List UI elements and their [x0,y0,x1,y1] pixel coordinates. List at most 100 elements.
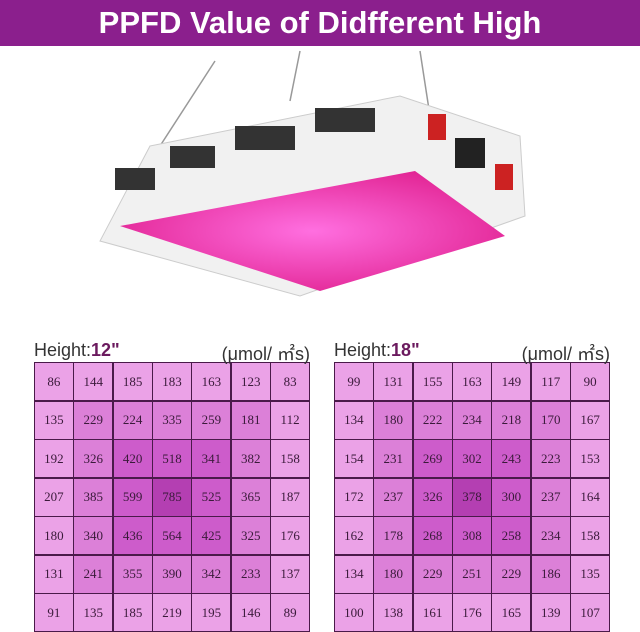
heatmap-cell: 146 [231,594,270,631]
title-banner: PPFD Value of Didfferent High [0,0,640,46]
heatmap-cell: 117 [531,363,570,400]
heatmap-cell: 164 [571,478,609,516]
heatmap-cell: 100 [335,594,373,631]
heatmap-cell: 176 [453,594,491,631]
heatmap-cell: 162 [335,517,373,554]
heatmap-cell: 180 [374,555,413,593]
heatmap-cell: 134 [335,555,373,593]
heatmap-cell: 89 [271,594,309,631]
heatmap-cell: 525 [192,478,231,516]
heatmap-cell: 187 [271,478,309,516]
heatmap-cell: 233 [231,555,270,593]
heatmap-cell: 342 [192,555,231,593]
heatmap-cell: 237 [531,478,570,516]
heatmap-cell: 138 [374,594,413,631]
heatmap-cell: 341 [192,440,231,477]
heatmap-grid: 99 131 155 163 149 117 90 134 180 222 234 218 170 167… [334,362,610,632]
heatmap-cell: 229 [492,555,531,593]
height-value: 18" [391,340,420,360]
heatmap-cell: 785 [153,478,191,516]
heatmap-cell: 234 [453,401,491,439]
heatmap-cell: 135 [35,401,73,439]
heatmap-cell: 180 [35,517,73,554]
heatmap-cell: 137 [271,555,309,593]
heatmap-cell: 223 [531,440,570,477]
heatmap-cell: 155 [413,363,452,400]
heatmap-cell: 135 [571,555,609,593]
heatmap-cell: 234 [531,517,570,554]
heatmap-cell: 237 [374,478,413,516]
heatmap-cell: 91 [35,594,73,631]
heatmap-cell: 599 [113,478,152,516]
heatmap-cell: 161 [413,594,452,631]
heatmap-cell: 135 [74,594,113,631]
heatmap-cell: 229 [74,401,113,439]
height-label: Height: [34,340,92,360]
heatmap-cell: 167 [571,401,609,439]
heatmap-cell: 219 [153,594,191,631]
heatmap-cell: 518 [153,440,191,477]
grow-light-image [99,50,526,297]
heatmap-cell: 176 [271,517,309,554]
unit-label: (μmol/ ㎡s) [521,344,610,364]
heatmap-cell: 163 [453,363,491,400]
heatmap-cell: 258 [492,517,531,554]
heatmap-cell: 192 [35,440,73,477]
heatmap-cell: 154 [335,440,373,477]
heatmap-cell: 269 [413,440,452,477]
heatmap-cell: 131 [35,555,73,593]
heatmap-cell: 185 [113,594,152,631]
heatmap-cell: 229 [413,555,452,593]
heatmap-cell: 144 [74,363,113,400]
height-label: Height: [334,340,392,360]
heatmap-cell: 436 [113,517,152,554]
heatmap-cell: 222 [413,401,452,439]
heatmap-cell: 123 [231,363,270,400]
heatmap-cell: 131 [374,363,413,400]
heatmap-grid: 86 144 185 183 163 123 83 135 229 224 335 259 181 112… [34,362,310,632]
heatmap-cell: 355 [113,555,152,593]
heatmap-cell: 181 [231,401,270,439]
heatmap-cell: 224 [113,401,152,439]
heatmap-cell: 390 [153,555,191,593]
heatmap-cell: 186 [531,555,570,593]
heatmap-cell: 425 [192,517,231,554]
unit-label: (μmol/ ㎡s) [221,344,310,364]
heatmap-cell: 308 [453,517,491,554]
heatmap-cell: 326 [74,440,113,477]
heatmap-cell: 335 [153,401,191,439]
heatmap-cell: 365 [231,478,270,516]
heatmap-cell: 139 [531,594,570,631]
heatmap-cell: 149 [492,363,531,400]
heatmap-cell: 325 [231,517,270,554]
heatmap-cell: 243 [492,440,531,477]
heatmap-cell: 83 [271,363,309,400]
heatmap-cell: 86 [35,363,73,400]
heatmap-cell: 112 [271,401,309,439]
heatmap-cell: 107 [571,594,609,631]
heatmap-cell: 564 [153,517,191,554]
heatmap-cell: 153 [571,440,609,477]
heatmap-cell: 251 [453,555,491,593]
heatmap-cell: 134 [335,401,373,439]
ppfd-table-18in: Height:18" (μmol/ ㎡s) 99 131 155 163 149 117 9… [334,338,610,632]
ppfd-table-12in: Height:12" (μmol/ ㎡s) 86 144 185 183 163 123 8… [34,338,310,632]
heatmap-cell: 185 [113,363,152,400]
heatmap-cell: 300 [492,478,531,516]
heatmap-cell: 218 [492,401,531,439]
heatmap-cell: 165 [492,594,531,631]
heatmap-cell: 382 [231,440,270,477]
title: PPFD Value of Didfferent High [98,5,542,40]
heatmap-cell: 195 [192,594,231,631]
heatmap-cell: 90 [571,363,609,400]
heatmap-cell: 178 [374,517,413,554]
heatmap-cell: 385 [74,478,113,516]
heatmap-cell: 378 [453,478,491,516]
heatmap-cell: 158 [571,517,609,554]
heatmap-cell: 172 [335,478,373,516]
heatmap-cell: 158 [271,440,309,477]
heatmap-cell: 259 [192,401,231,439]
heatmap-cell: 99 [335,363,373,400]
heatmap-cell: 170 [531,401,570,439]
heatmap-cell: 326 [413,478,452,516]
